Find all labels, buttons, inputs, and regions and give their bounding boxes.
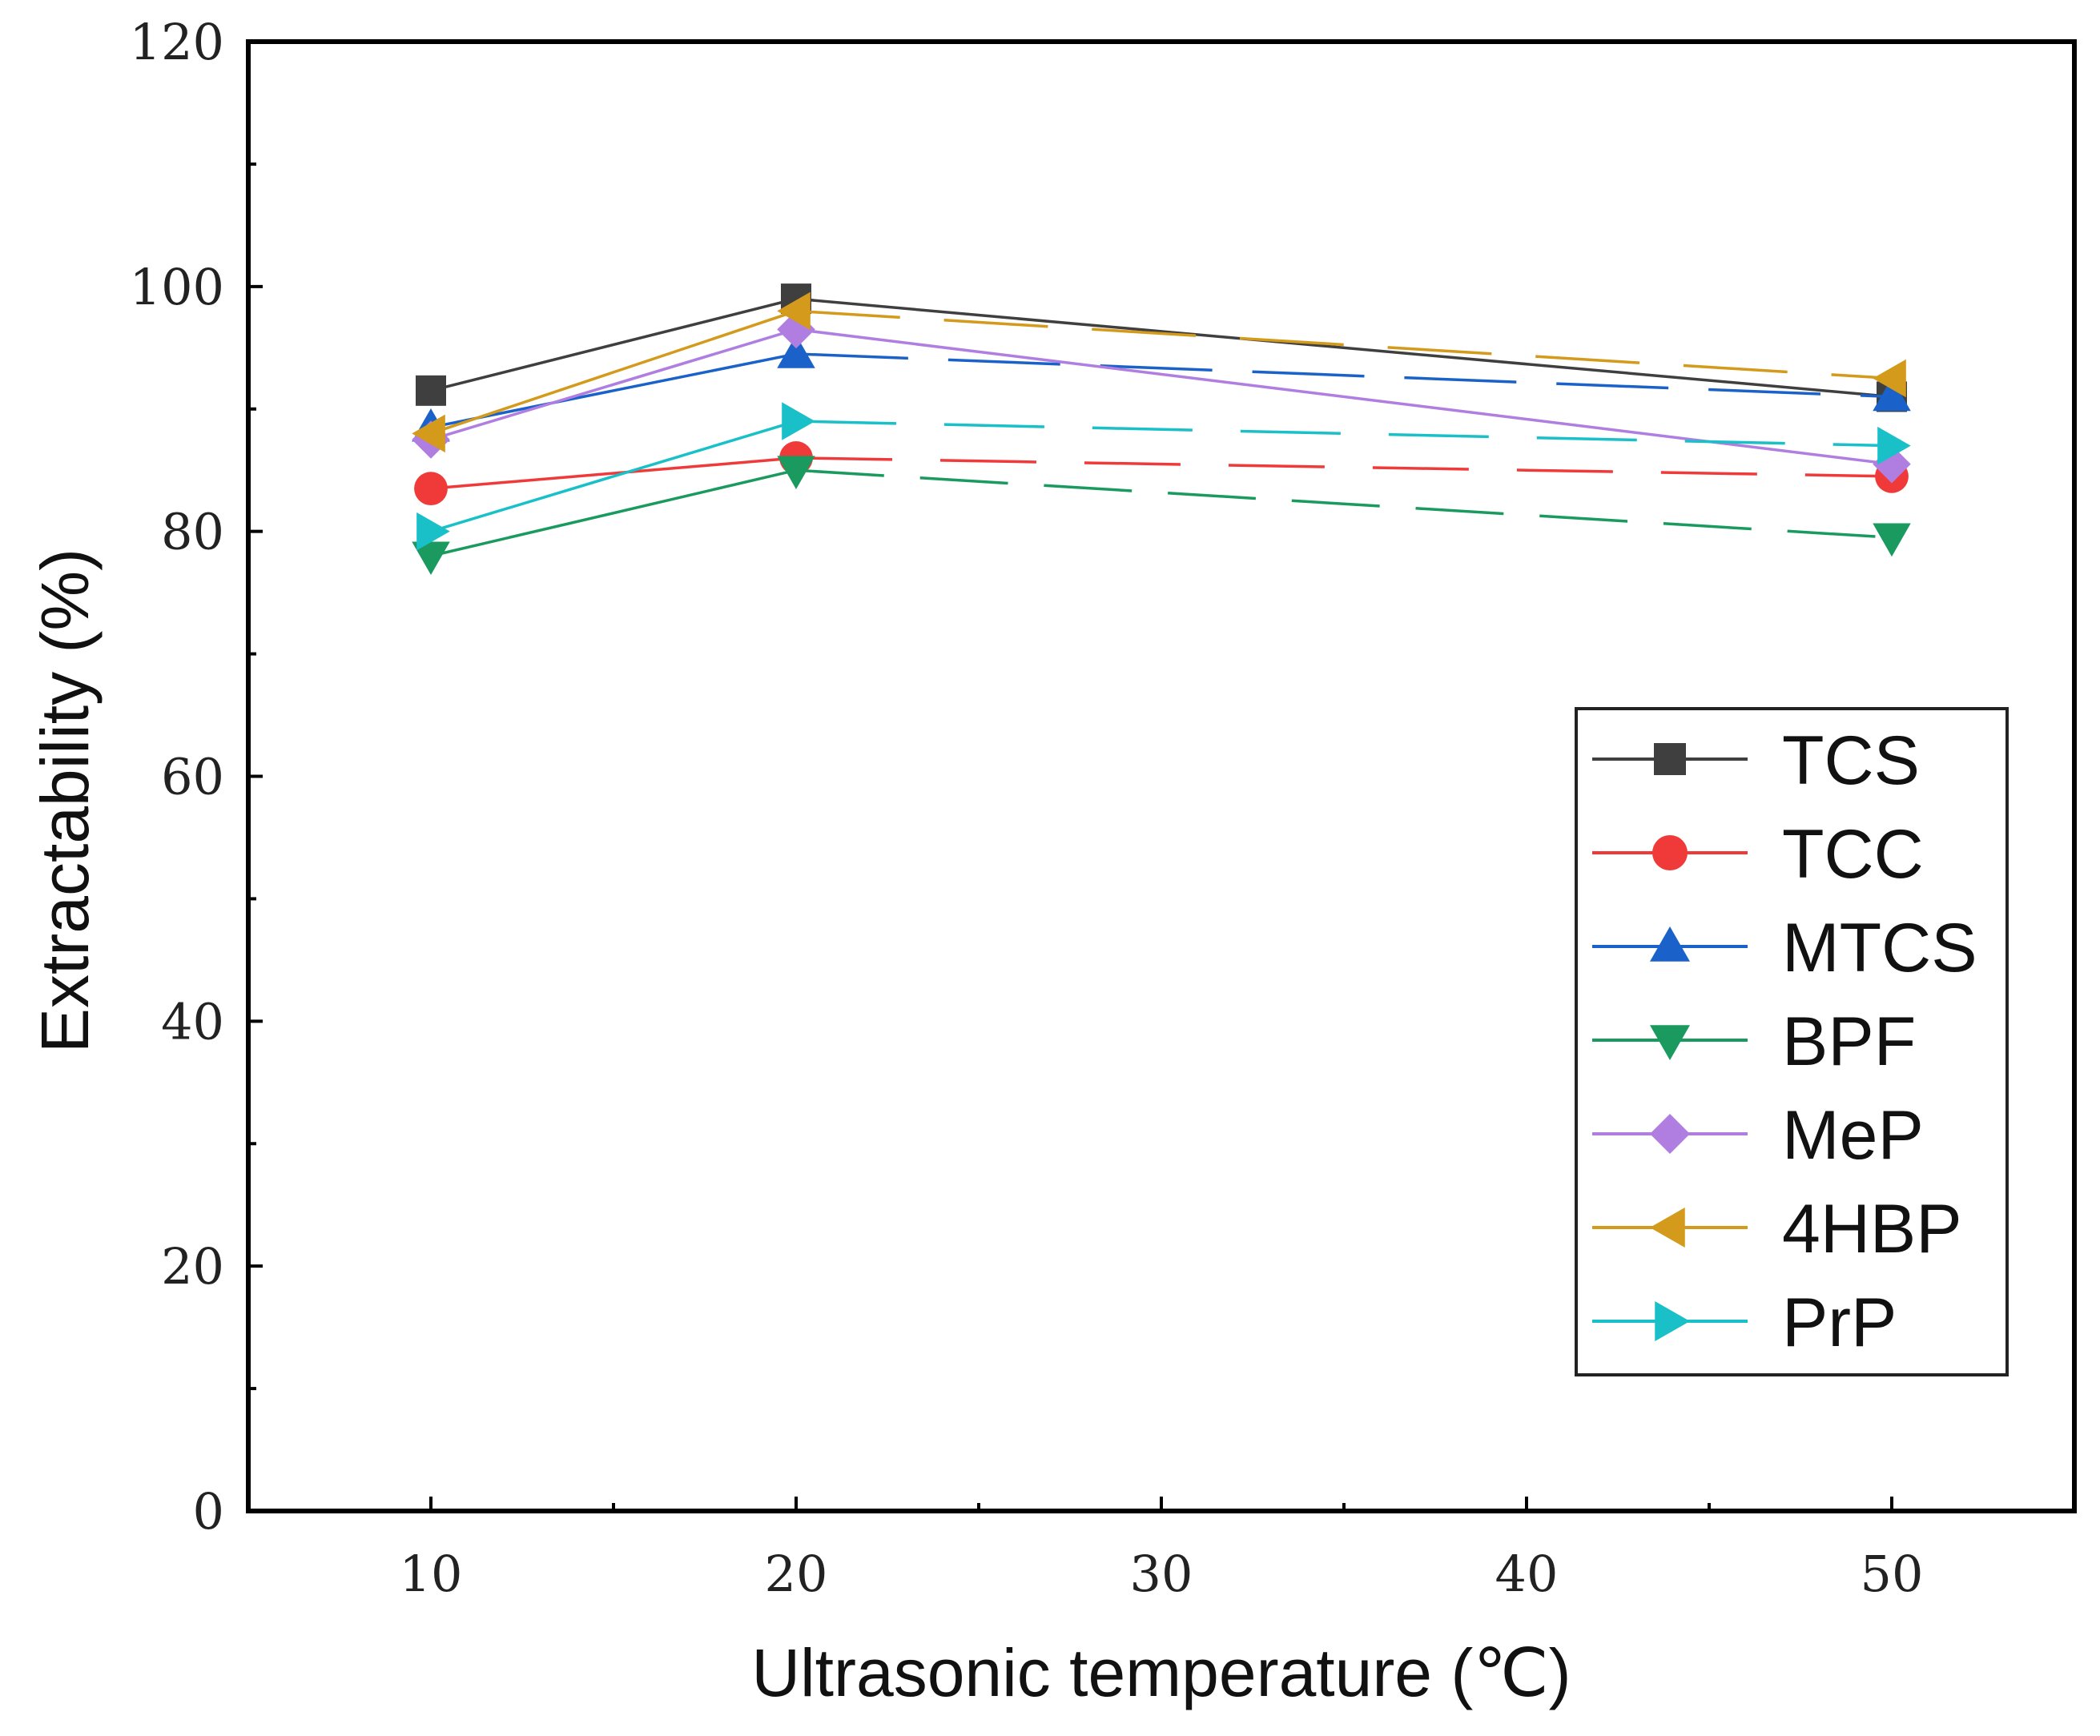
legend-label: TCC: [1782, 816, 1924, 893]
x-tick-label: 10: [400, 1545, 463, 1603]
y-axis-title: Extractability (%): [27, 549, 103, 1053]
series-line-segment: [430, 328, 797, 441]
data-point-BPF: [777, 456, 815, 489]
series-line-segment: [430, 309, 797, 435]
legend-item: MTCS: [1592, 910, 1977, 987]
series-layer: [412, 283, 1911, 575]
data-point-4HBP: [777, 291, 811, 331]
legend-marker: [1650, 1114, 1690, 1154]
y-tick-label: 60: [161, 748, 224, 806]
legend-item: MeP: [1592, 1097, 1924, 1174]
legend-marker: [1650, 1025, 1690, 1060]
legend-item: TCC: [1592, 816, 1924, 893]
y-tick-label: 100: [130, 258, 224, 316]
data-point-BPF: [1873, 523, 1911, 557]
x-tick-label: 20: [765, 1545, 828, 1603]
y-tick-label: 0: [193, 1482, 224, 1541]
legend-marker: [1650, 1208, 1685, 1248]
data-point-BPF: [412, 541, 450, 575]
y-tick-label: 80: [161, 503, 224, 561]
legend-item: TCS: [1592, 722, 1920, 799]
data-point-PrP: [416, 512, 450, 551]
legend-label: PrP: [1782, 1284, 1897, 1361]
legend-label: 4HBP: [1782, 1191, 1962, 1268]
data-point-4HBP: [1873, 359, 1906, 398]
legend-marker: [1654, 743, 1686, 775]
series-PrP: [416, 402, 1911, 551]
series-line-segment: [795, 456, 1893, 478]
legend-marker: [1652, 835, 1688, 870]
legend-item: PrP: [1592, 1284, 1897, 1361]
data-point-MTCS: [777, 335, 815, 368]
y-tick-label: 20: [161, 1237, 224, 1296]
legend-marker: [1655, 1301, 1690, 1341]
series-BPF: [412, 456, 1911, 575]
legend-item: BPF: [1592, 1003, 1916, 1080]
series-line-segment: [430, 420, 797, 533]
series-line-segment: [795, 420, 1893, 448]
legend-marker: [1650, 926, 1690, 962]
series-line-segment: [430, 352, 797, 429]
data-point-TCC: [414, 472, 448, 506]
x-tick-label: 50: [1861, 1545, 1924, 1603]
x-axis-title: Ultrasonic temperature (℃): [751, 1635, 1571, 1710]
data-point-PrP: [1877, 426, 1911, 465]
series-line-segment: [795, 297, 1893, 399]
x-tick-label: 40: [1495, 1545, 1559, 1603]
series-line-segment: [795, 468, 1893, 540]
series-line-segment: [430, 297, 797, 392]
legend-label: BPF: [1782, 1003, 1916, 1080]
series-line-segment: [430, 468, 797, 557]
x-tick-label: 30: [1130, 1545, 1193, 1603]
data-point-PrP: [782, 402, 815, 440]
y-tick-label: 40: [161, 992, 224, 1051]
legend: TCS TCC MTCS BPF MeP 4HBP PrP: [1575, 707, 2009, 1376]
series-line-segment: [795, 309, 1893, 380]
data-point-TCS: [416, 375, 446, 406]
data-point-MTCS: [1873, 377, 1911, 412]
y-tick-label: 120: [130, 13, 224, 71]
legend-label: TCS: [1782, 722, 1920, 799]
data-point-4HBP: [412, 414, 445, 453]
series-4HBP: [412, 291, 1906, 453]
series-line-segment: [795, 352, 1893, 399]
plot-frame: [246, 39, 2077, 1513]
legend-label: MTCS: [1782, 910, 1977, 987]
series-line-segment: [430, 456, 797, 490]
legend-label: MeP: [1782, 1097, 1924, 1174]
axes-layer: 0 20 40 60 80 100 120 10 20 30 40 50: [130, 13, 1924, 1603]
legend-item: 4HBP: [1592, 1191, 1962, 1268]
